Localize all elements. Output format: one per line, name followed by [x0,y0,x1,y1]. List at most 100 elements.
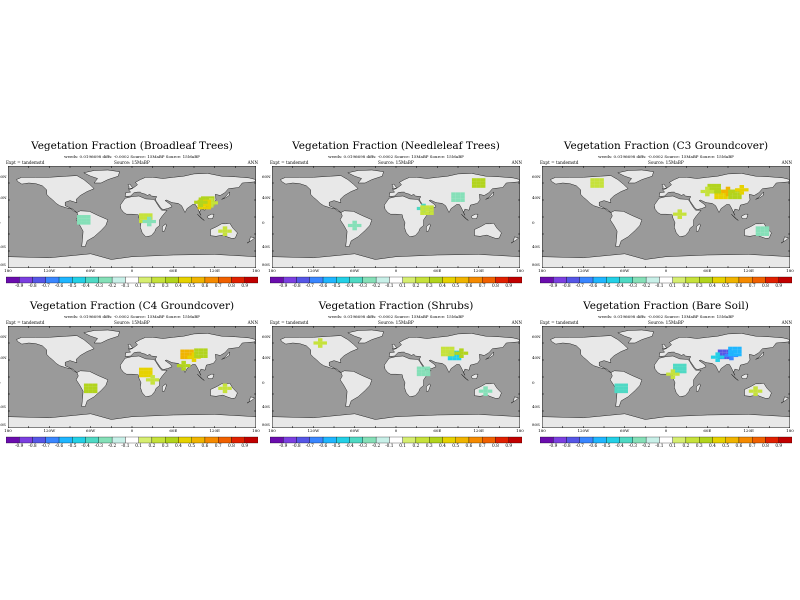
lat-tick-label: 60N [532,334,541,339]
heat-cell [675,372,680,376]
heat-cell [416,206,422,211]
heat-cell [677,366,683,371]
lon-tick-label: 180 [538,268,546,273]
heat-cell [143,367,149,371]
heat-cell [732,195,738,200]
colorbar-swatch [592,276,607,284]
heat-cell [449,353,455,357]
colorbar-swatch [362,436,377,444]
heat-cell [732,349,738,354]
colorbar-swatch [778,276,792,284]
heat-cell [723,192,728,196]
heat-cell [452,350,457,354]
colorbar-swatch [218,436,232,444]
heat-cell [480,178,486,182]
land-nz [510,236,520,244]
colorbar-swatch [566,436,580,444]
colorbar-swatch [389,276,403,284]
heat-cell [716,183,721,188]
heat-cell [449,349,455,354]
colorbar-label: 0.4 [438,284,446,289]
heat-cell [86,215,91,219]
heat-cell [146,223,152,227]
colorbar-label: 0.9 [505,444,513,449]
heat-cell [194,354,199,358]
heat-cell [718,192,724,196]
colorbar-swatch [619,436,633,444]
heat-cell [187,355,192,359]
land-nz [510,396,520,404]
heat-cell [682,212,687,216]
heat-cell [143,213,149,217]
heat-cell [198,348,204,352]
heat-cell [737,353,742,357]
heat-cell [92,386,98,390]
colorbar-swatch [553,436,567,444]
lon-tick-label: 60W [86,268,96,273]
heat-cell [705,193,710,197]
heat-cell [673,212,678,216]
heat-cell [452,353,457,358]
heat-cell [599,178,604,182]
heat-cell [483,392,488,396]
heat-cell [717,349,723,353]
land-japan [485,351,495,360]
colorbar-label: 0.5 [452,444,460,449]
heat-cell [176,364,182,368]
heat-cell [77,218,82,222]
colorbar-swatch [165,436,179,444]
colorbar-label: 0.5 [452,284,460,289]
lat-tick-label: 60N [262,334,271,339]
colorbar-label: 0.3 [695,444,703,449]
lat-tick-label: 80S [532,422,540,427]
colorbar-label: -0.5 [68,284,77,289]
land-antarctica [542,413,790,428]
colorbar-label: 0.4 [174,284,182,289]
land-nz [780,396,790,404]
colorbar-swatch [138,436,153,444]
colorbar-label: -0.5 [68,444,77,449]
heat-cell [594,184,600,188]
heat-cell [724,353,730,358]
colorbar-label: -0.8 [562,444,571,449]
colorbar-label: -0.8 [28,284,37,289]
land-japan [485,191,495,200]
map-needleleaf [272,166,520,268]
source-label: Source: 15MaBP [114,160,150,165]
colorbar-swatch [685,276,700,284]
colorbar-swatch [606,436,620,444]
land-japan [755,351,765,360]
heat-cell [77,215,82,219]
colorbar-swatch [468,276,483,284]
lon-tick-label: 60E [433,268,442,273]
expt-label: Expt = tandemstd [540,320,579,325]
heat-cell [222,226,228,230]
panel-shrubs: Vegetation Fraction (Shrubs) weeds: 0.019… [262,300,526,480]
lat-tick-label: 40N [0,195,7,200]
heat-cell [352,223,357,228]
colorbar-label: 0.7 [214,444,222,449]
heat-cell [721,189,726,194]
heat-cell [737,195,742,200]
heat-cell [735,188,740,192]
colorbar-swatch [270,436,284,444]
colorbar-label: 0.7 [214,284,222,289]
heat-cell [421,372,426,377]
heat-cell [682,366,687,371]
colorbar [540,276,792,284]
colorbar-swatch [540,276,554,284]
heat-cell [191,355,197,359]
land-borneo [206,373,215,379]
lon-tick-label: 0 [664,268,668,273]
heat-cell [92,383,98,387]
heat-cell [764,232,770,236]
land-greenland [83,169,120,184]
map-baresoil [542,326,790,428]
heat-cell [445,353,450,357]
panel-title: Vegetation Fraction (Bare Soil) [583,300,749,312]
land-antarctica [272,253,520,268]
land-uk [127,183,134,190]
colorbar-swatch [415,276,430,284]
heat-cell [445,349,450,354]
heat-cell [208,198,214,202]
